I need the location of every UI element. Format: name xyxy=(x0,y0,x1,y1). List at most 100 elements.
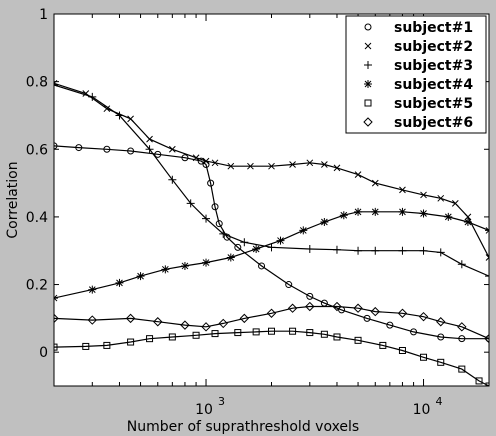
series-2-point xyxy=(306,159,314,167)
legend-label: subject#2 xyxy=(394,39,473,55)
series-3-point xyxy=(436,248,445,257)
series-4-point xyxy=(371,207,380,216)
series-5-point xyxy=(306,329,314,337)
series-3-point xyxy=(219,229,228,238)
series-6-point xyxy=(436,317,446,327)
series-2-point xyxy=(146,135,153,143)
series-3-point xyxy=(202,214,211,223)
series-3-point xyxy=(267,243,276,252)
y-tick-label: 0.6 xyxy=(26,142,48,158)
series-3-point xyxy=(240,238,249,247)
series-2-point xyxy=(451,200,459,207)
series-5-point xyxy=(127,338,135,346)
series-5-point xyxy=(54,343,58,351)
series-5-point xyxy=(289,327,297,335)
series-1-point xyxy=(485,335,489,343)
series-4-point xyxy=(180,261,189,270)
series-5-point xyxy=(103,341,111,349)
legend-entry: subject#1 xyxy=(364,20,473,36)
series-4-point xyxy=(226,253,235,262)
series-4-point xyxy=(299,226,308,235)
series-3-point xyxy=(145,145,154,154)
y-tick-label: 0.8 xyxy=(26,75,48,91)
series-6-point xyxy=(370,306,380,317)
legend-marker xyxy=(364,42,372,50)
series-6-point xyxy=(353,303,363,313)
legend: subject#1 subject#2 subject#3 subject#4 subj… xyxy=(345,15,487,134)
y-axis-label: Correlation xyxy=(5,161,21,238)
legend-marker xyxy=(363,117,373,127)
series-3-point xyxy=(168,175,177,184)
series-5-point xyxy=(168,333,176,341)
legend-box xyxy=(345,15,487,134)
series-5-point xyxy=(211,330,219,338)
series-5-point xyxy=(192,331,200,339)
series-4 xyxy=(54,207,489,303)
series-2-point xyxy=(202,157,210,165)
series-6-point xyxy=(239,313,250,324)
series-2-point xyxy=(464,213,472,221)
series-1-point xyxy=(363,314,371,322)
series-4-point xyxy=(136,272,145,281)
legend-label: subject#6 xyxy=(394,115,473,131)
series-5 xyxy=(54,327,489,386)
series-4-point xyxy=(444,212,453,221)
series-6-point xyxy=(332,301,342,312)
series-1-point xyxy=(75,144,83,152)
series-3-point xyxy=(186,199,195,208)
series-1-point xyxy=(181,154,189,162)
series-2-point xyxy=(333,164,341,172)
series-1-point xyxy=(207,179,215,187)
series-4-point xyxy=(419,209,428,218)
series-5-point xyxy=(437,358,445,366)
legend-label: subject#5 xyxy=(394,96,473,112)
series-2-point xyxy=(289,161,296,168)
legend-entry: subject#4 xyxy=(364,77,473,93)
series-6-point xyxy=(305,301,315,312)
series-6-point xyxy=(418,311,429,322)
series-1-point xyxy=(234,243,242,251)
series-1-point xyxy=(215,220,223,228)
y-tick-label: 0.4 xyxy=(26,210,48,226)
series-4-point xyxy=(463,217,472,226)
x-axis-label: Number of suprathreshold voxels xyxy=(127,419,359,435)
series-2-point xyxy=(420,191,427,199)
series-4-point xyxy=(161,265,170,274)
series-3-point xyxy=(371,246,380,255)
series-3-point xyxy=(354,246,363,255)
series-3-point xyxy=(54,81,58,90)
series-2-point xyxy=(168,145,176,153)
series-1-point xyxy=(458,335,466,343)
series-1-point xyxy=(410,328,418,336)
legend-marker xyxy=(364,61,372,69)
series-1-point xyxy=(127,147,135,155)
series-5-line xyxy=(54,330,489,386)
legend-label: subject#1 xyxy=(394,20,473,36)
series-2-point xyxy=(127,115,134,123)
series-1-point xyxy=(306,292,314,300)
series-4-point xyxy=(276,236,285,245)
x-tick-label-exponent: 3 xyxy=(218,395,225,408)
series-6-point xyxy=(201,322,211,332)
series-5-point xyxy=(320,330,328,338)
series-2 xyxy=(54,79,489,261)
series-1-point xyxy=(103,145,111,153)
series-4-point xyxy=(88,285,97,294)
y-tick-label: 1 xyxy=(39,7,48,23)
x-tick-label-base: 10 xyxy=(413,402,431,418)
legend-entry: subject#6 xyxy=(363,115,473,131)
series-3-point xyxy=(332,245,341,254)
series-5-point xyxy=(234,329,242,337)
legend-entry: subject#2 xyxy=(364,39,473,55)
series-1-point xyxy=(386,321,394,329)
series-5-point xyxy=(354,336,362,344)
series-5-point xyxy=(398,346,406,354)
legend-label: subject#4 xyxy=(394,77,473,93)
series-2-line xyxy=(54,82,489,258)
y-tick-label: 0 xyxy=(39,345,48,361)
series-5-point xyxy=(82,342,90,350)
series-2-point xyxy=(268,162,275,170)
series-3-point xyxy=(398,246,407,255)
series-1-point xyxy=(285,281,293,289)
